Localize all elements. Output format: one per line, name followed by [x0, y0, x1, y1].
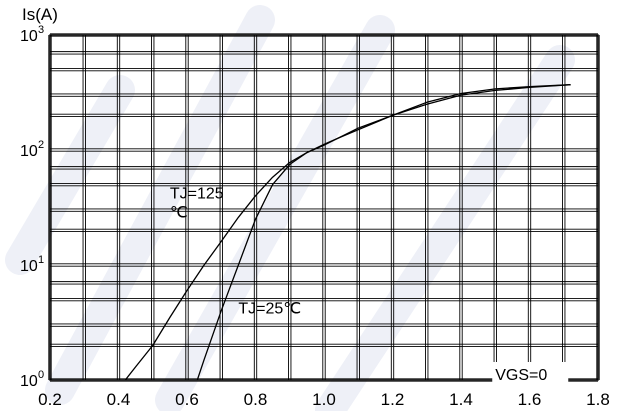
y-tick-base: 10: [20, 143, 38, 160]
y-tick-exponent: 3: [38, 24, 44, 36]
annotation-label: ℃: [170, 204, 188, 221]
x-tick-label: 1.4: [449, 390, 473, 409]
x-tick-labels: 0.2 0.4 0.6 0.8 1.0 1.2 1.4 1.6 1.8: [38, 390, 610, 409]
x-tick-label: 0.6: [175, 390, 199, 409]
watermark: [20, 20, 560, 410]
y-tick-label: 10 1: [20, 254, 44, 275]
watermark-stroke-3: [20, 90, 120, 260]
y-tick-label: 10 0: [20, 369, 44, 390]
y-tick-exponent: 1: [38, 254, 44, 266]
x-tick-label: 1.2: [381, 390, 405, 409]
y-tick-label: 10 3: [20, 24, 44, 45]
y-tick-base: 10: [20, 258, 38, 275]
x-tick-label: 1.8: [586, 390, 610, 409]
y-axis-label: Is(A): [22, 5, 58, 24]
y-tick-base: 10: [20, 28, 38, 45]
x-tick-label: 1.6: [518, 390, 542, 409]
annotation-label: VGS=0: [495, 367, 547, 384]
x-tick-label: 0.8: [244, 390, 268, 409]
x-tick-label: 0.4: [107, 390, 131, 409]
watermark-stroke-2: [330, 60, 560, 410]
annotation-label: TJ=25℃: [238, 300, 301, 317]
y-tick-label: 10 2: [20, 139, 44, 160]
x-tick-label: 0.2: [38, 390, 62, 409]
y-tick-base: 10: [20, 373, 38, 390]
y-tick-exponent: 2: [38, 139, 44, 151]
annotation-label: TJ=125: [170, 185, 224, 202]
x-tick-label: 1.0: [312, 390, 336, 409]
y-tick-exponent: 0: [38, 369, 44, 381]
